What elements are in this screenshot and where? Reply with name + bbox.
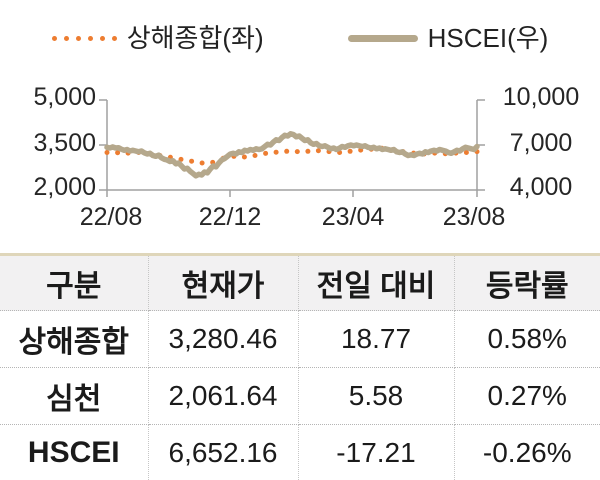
row-label-shanghai: 상해종합	[0, 310, 149, 368]
table-row-shanghai: 상해종합 3,280.46 18.77 0.58%	[0, 310, 600, 368]
shenzhen-change-rate: 0.27%	[454, 367, 600, 425]
shanghai-day-change: 18.77	[298, 310, 455, 368]
hscei-series-line	[104, 131, 480, 179]
dual-axis-line-chart: 상해종합(좌) HSCEI(우) 5,000 3,500 2,000 10,00…	[0, 21, 600, 231]
left-axis-tick-5000: 5,000	[33, 83, 96, 111]
shanghai-series-dot	[284, 148, 290, 154]
x-axis-tick-2308: 23/08	[442, 203, 506, 231]
shenzhen-day-change: 5.58	[298, 367, 455, 425]
x-axis-tick-2208: 22/08	[79, 203, 143, 231]
table-header-row: 구분 현재가 전일 대비 등락률	[0, 256, 600, 311]
right-axis-tick-10000: 10,000	[502, 83, 580, 111]
shanghai-series-dot	[347, 148, 353, 154]
shanghai-series-dot	[305, 148, 311, 154]
chart-legend: 상해종합(좌) HSCEI(우)	[0, 21, 600, 55]
right-axis-tick-7000: 7,000	[509, 129, 573, 157]
shanghai-series-dot	[241, 154, 247, 160]
shanghai-change-rate: 0.58%	[454, 310, 600, 368]
left-axis-tick-2000: 2,000	[33, 173, 96, 201]
shanghai-series-dot	[104, 150, 110, 155]
dotted-line-marker-icon	[51, 35, 117, 41]
legend-item-shanghai: 상해종합(좌)	[51, 21, 264, 55]
index-summary-table-wrap: 구분 현재가 전일 대비 등락률 상해종합 3,280.46 18.77 0.5…	[0, 253, 600, 480]
col-header-day-change: 전일 대비	[298, 256, 455, 311]
shanghai-series-dot	[315, 148, 321, 154]
shanghai-series-dot	[294, 149, 300, 155]
legend-item-hscei: HSCEI(우)	[347, 21, 549, 55]
shanghai-series-dot	[199, 160, 205, 166]
col-header-category: 구분	[0, 256, 149, 311]
chart-series	[104, 131, 480, 179]
x-axis-tick-2304: 23/04	[321, 203, 385, 231]
index-summary-table: 구분 현재가 전일 대비 등락률 상해종합 3,280.46 18.77 0.5…	[0, 256, 600, 480]
col-header-change-rate: 등락률	[454, 256, 600, 311]
axis-lines	[99, 99, 485, 197]
right-axis-tick-4000: 4,000	[509, 173, 573, 201]
shanghai-current-price: 3,280.46	[148, 310, 299, 368]
shanghai-series-dot	[463, 150, 469, 155]
hscei-current-price: 6,652.16	[148, 424, 299, 480]
col-header-current-price: 현재가	[148, 256, 299, 311]
left-axis-tick-3500: 3,500	[33, 129, 96, 157]
shanghai-series-dot	[115, 150, 121, 156]
legend-label-hscei: HSCEI(우)	[427, 23, 549, 53]
row-label-hscei: HSCEI	[0, 424, 149, 480]
hscei-change-rate: -0.26%	[454, 424, 600, 480]
chart-plot-area	[99, 99, 485, 197]
x-axis-tick-2212: 22/12	[198, 203, 262, 231]
row-label-shenzhen: 심천	[0, 367, 149, 425]
shanghai-series-dot	[252, 153, 258, 158]
hscei-day-change: -17.21	[298, 424, 455, 480]
table-row-shenzhen: 심천 2,061.64 5.58 0.27%	[0, 367, 600, 425]
shanghai-series-dot	[273, 149, 279, 155]
shanghai-series-dot	[189, 158, 195, 164]
shenzhen-current-price: 2,061.64	[148, 367, 299, 425]
solid-line-marker-icon	[347, 34, 418, 42]
shanghai-series-dot	[263, 150, 269, 156]
legend-label-shanghai: 상해종합(좌)	[126, 23, 264, 53]
table-row-hscei: HSCEI 6,652.16 -17.21 -0.26%	[0, 424, 600, 480]
